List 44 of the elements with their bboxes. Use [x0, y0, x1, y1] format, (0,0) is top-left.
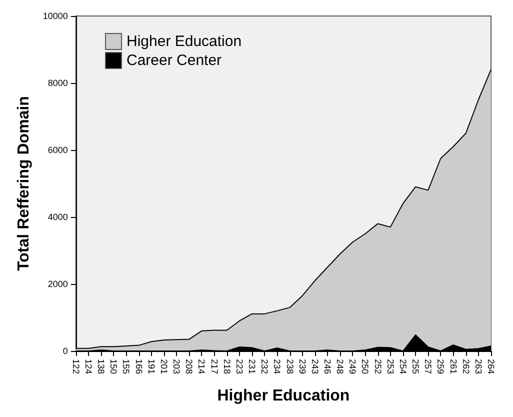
- x-tick-label: 124: [84, 359, 94, 374]
- x-tick-label: 255: [410, 359, 421, 374]
- x-tick-label: 214: [196, 359, 207, 374]
- x-tick-label: 253: [385, 359, 396, 374]
- x-tick-label: 248: [335, 359, 346, 374]
- x-tick-label: 138: [96, 359, 106, 374]
- x-tick-label: 201: [158, 359, 169, 374]
- legend-label: Career Center: [126, 52, 222, 69]
- x-tick-label: 261: [448, 359, 458, 374]
- x-tick-label: 208: [184, 359, 194, 374]
- y-axis-title: Total Reffering Domain: [16, 96, 32, 271]
- x-axis-title: Higher Education: [217, 388, 350, 404]
- x-tick-label: 254: [398, 359, 408, 374]
- x-tick-label: 262: [460, 359, 471, 374]
- x-tick-label: 203: [172, 359, 182, 374]
- y-tick-label: 10000: [42, 11, 68, 21]
- y-tick-label: 4000: [48, 212, 68, 222]
- x-tick-label: 263: [473, 359, 484, 374]
- x-tick-label: 259: [436, 359, 446, 374]
- x-tick-label: 150: [108, 359, 119, 374]
- y-tick-label: 6000: [48, 145, 68, 155]
- x-tick-label: 239: [297, 359, 308, 374]
- x-tick-label: 191: [146, 359, 156, 374]
- x-tick-label: 250: [360, 359, 370, 374]
- y-tick-label: 2000: [48, 279, 68, 289]
- x-tick-label: 231: [247, 359, 258, 374]
- x-tick-label: 252: [372, 359, 383, 374]
- x-tick-label: 264: [486, 359, 496, 374]
- x-tick-label: 238: [284, 359, 295, 374]
- x-tick-label: 257: [423, 359, 434, 374]
- x-tick-label: 223: [234, 359, 244, 374]
- x-tick-label: 155: [121, 359, 132, 374]
- x-tick-label: 218: [222, 359, 232, 374]
- legend-label: Higher Education: [126, 33, 242, 50]
- x-tick-label: 122: [70, 359, 81, 374]
- x-tick-label: 217: [209, 359, 220, 374]
- x-tick-label: 249: [348, 359, 358, 374]
- y-tick-label: 8000: [48, 78, 68, 88]
- x-tick-label: 246: [322, 359, 332, 374]
- y-tick-label: 0: [62, 346, 68, 356]
- x-tick-label: 232: [260, 359, 270, 374]
- x-tick-label: 243: [310, 359, 320, 374]
- x-tick-label: 166: [134, 359, 144, 374]
- x-tick-label: 234: [272, 359, 282, 374]
